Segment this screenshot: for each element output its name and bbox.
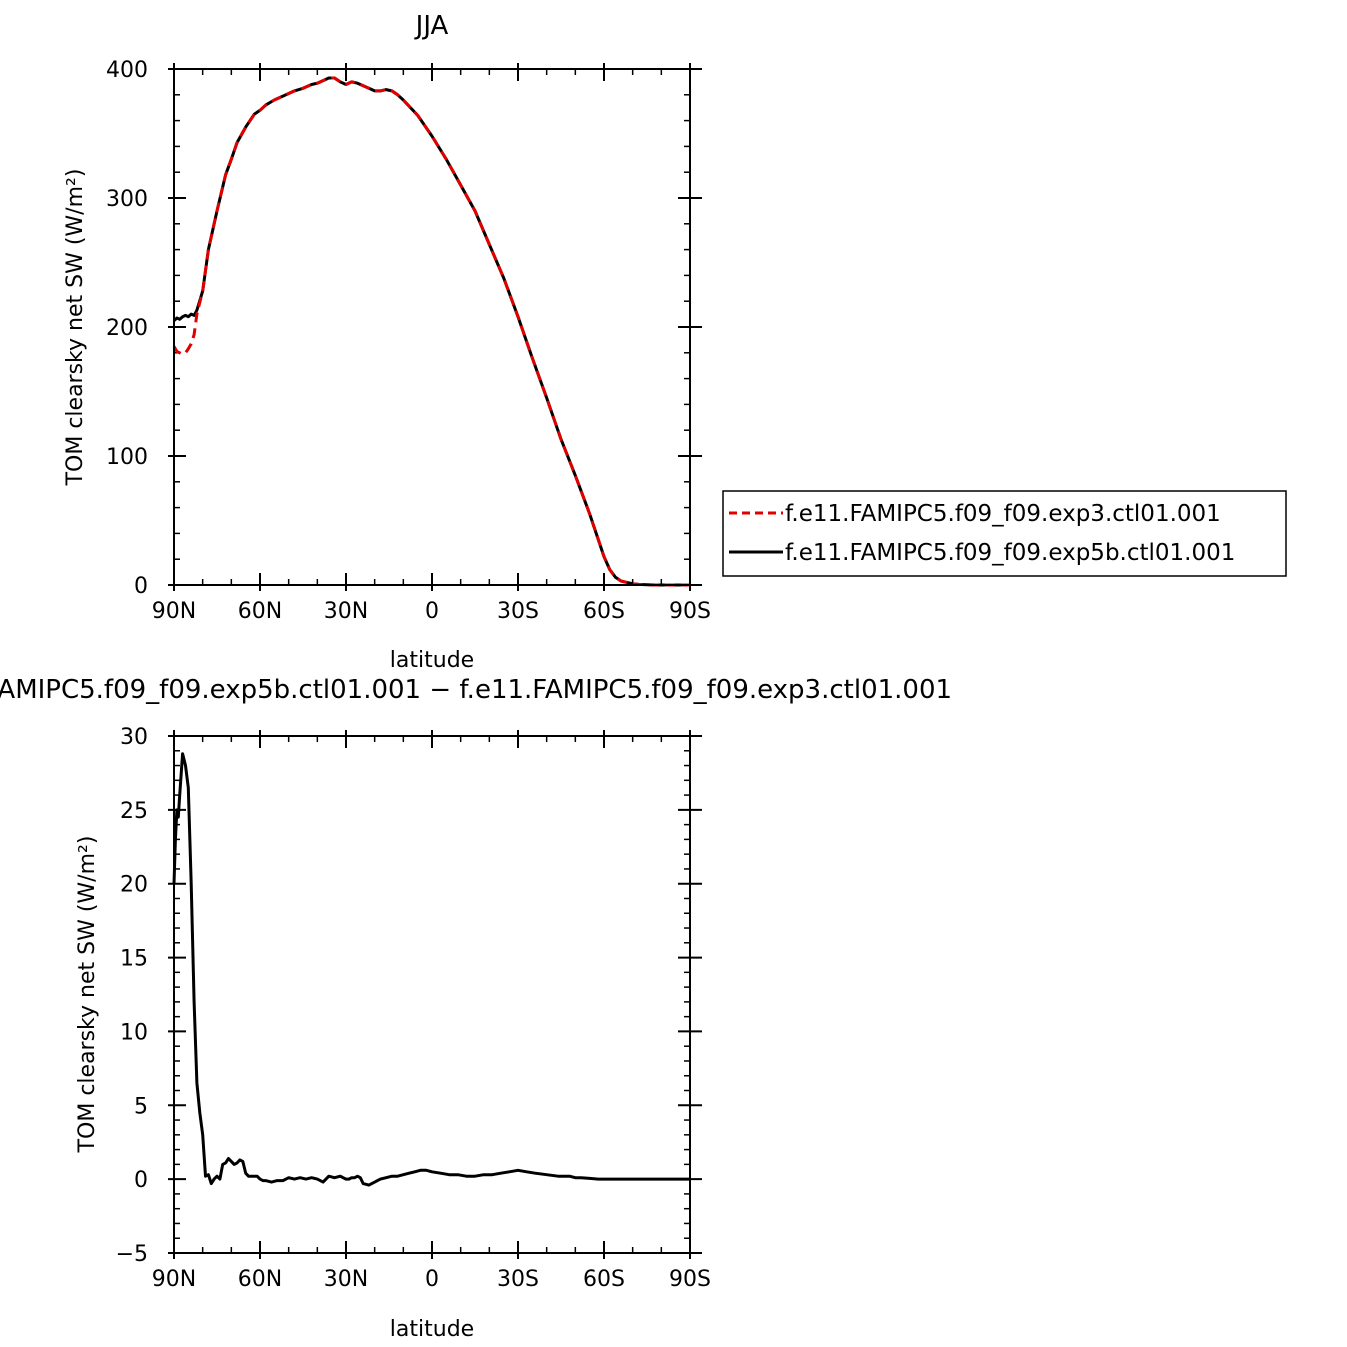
y-tick-label: 20	[120, 873, 148, 898]
legend-label-exp3: f.e11.FAMIPC5.f09_f09.exp3.ctl01.001	[785, 501, 1221, 527]
top-panel: JJA TOM clearsky net SW (W/m²) latitude …	[63, 11, 711, 673]
bottom-series-line-0	[172, 752, 690, 1187]
y-tick-label: 25	[120, 799, 148, 824]
y-tick-label: 5	[134, 1094, 148, 1119]
top-panel-frame	[173, 68, 691, 586]
top-series-line-0	[172, 76, 690, 587]
bottom-panel-xlabel: latitude	[390, 1317, 474, 1342]
legend-box	[722, 490, 1287, 577]
y-tick-label: 200	[106, 316, 148, 341]
x-tick-label: 90N	[152, 1267, 196, 1292]
top-panel-ylabel: TOM clearsky net SW (W/m²)	[63, 169, 88, 487]
top-panel-xlabel: latitude	[390, 648, 474, 673]
y-tick-label: 10	[120, 1020, 148, 1045]
x-tick-label: 60S	[583, 1267, 625, 1292]
x-tick-label: 30S	[497, 599, 539, 624]
x-tick-label: 0	[425, 1267, 439, 1292]
y-tick-label: 300	[106, 187, 148, 212]
x-tick-label: 90N	[152, 599, 196, 624]
bottom-panel-ylabel: TOM clearsky net SW (W/m²)	[75, 836, 100, 1154]
y-tick-label: 0	[134, 1168, 148, 1193]
x-tick-label: 60N	[238, 1267, 282, 1292]
y-tick-label: 0	[134, 574, 148, 599]
x-tick-label: 60S	[583, 599, 625, 624]
x-tick-label: 30N	[324, 1267, 368, 1292]
bottom-panel-title: f.e11.FAMIPC5.f09_f09.exp5b.ctl01.001 − …	[0, 675, 952, 705]
y-tick-label: 400	[106, 58, 148, 83]
x-tick-label: 60N	[238, 599, 282, 624]
top-series-line-1	[172, 76, 690, 587]
x-tick-label: 30N	[324, 599, 368, 624]
legend: f.e11.FAMIPC5.f09_f09.exp3.ctl01.001 f.e…	[722, 490, 1287, 577]
x-tick-label: 30S	[497, 1267, 539, 1292]
bottom-panel-frame	[173, 735, 691, 1254]
bottom-panel: f.e11.FAMIPC5.f09_f09.exp5b.ctl01.001 − …	[0, 675, 952, 1342]
y-tick-label: 15	[120, 947, 148, 972]
legend-label-exp5b: f.e11.FAMIPC5.f09_f09.exp5b.ctl01.001	[785, 540, 1235, 566]
y-tick-label: 30	[120, 725, 148, 750]
y-tick-label: 100	[106, 445, 148, 470]
x-tick-label: 0	[425, 599, 439, 624]
top-panel-title: JJA	[414, 11, 449, 41]
y-tick-label: −5	[116, 1242, 148, 1267]
x-tick-label: 90S	[669, 599, 711, 624]
x-tick-label: 90S	[669, 1267, 711, 1292]
